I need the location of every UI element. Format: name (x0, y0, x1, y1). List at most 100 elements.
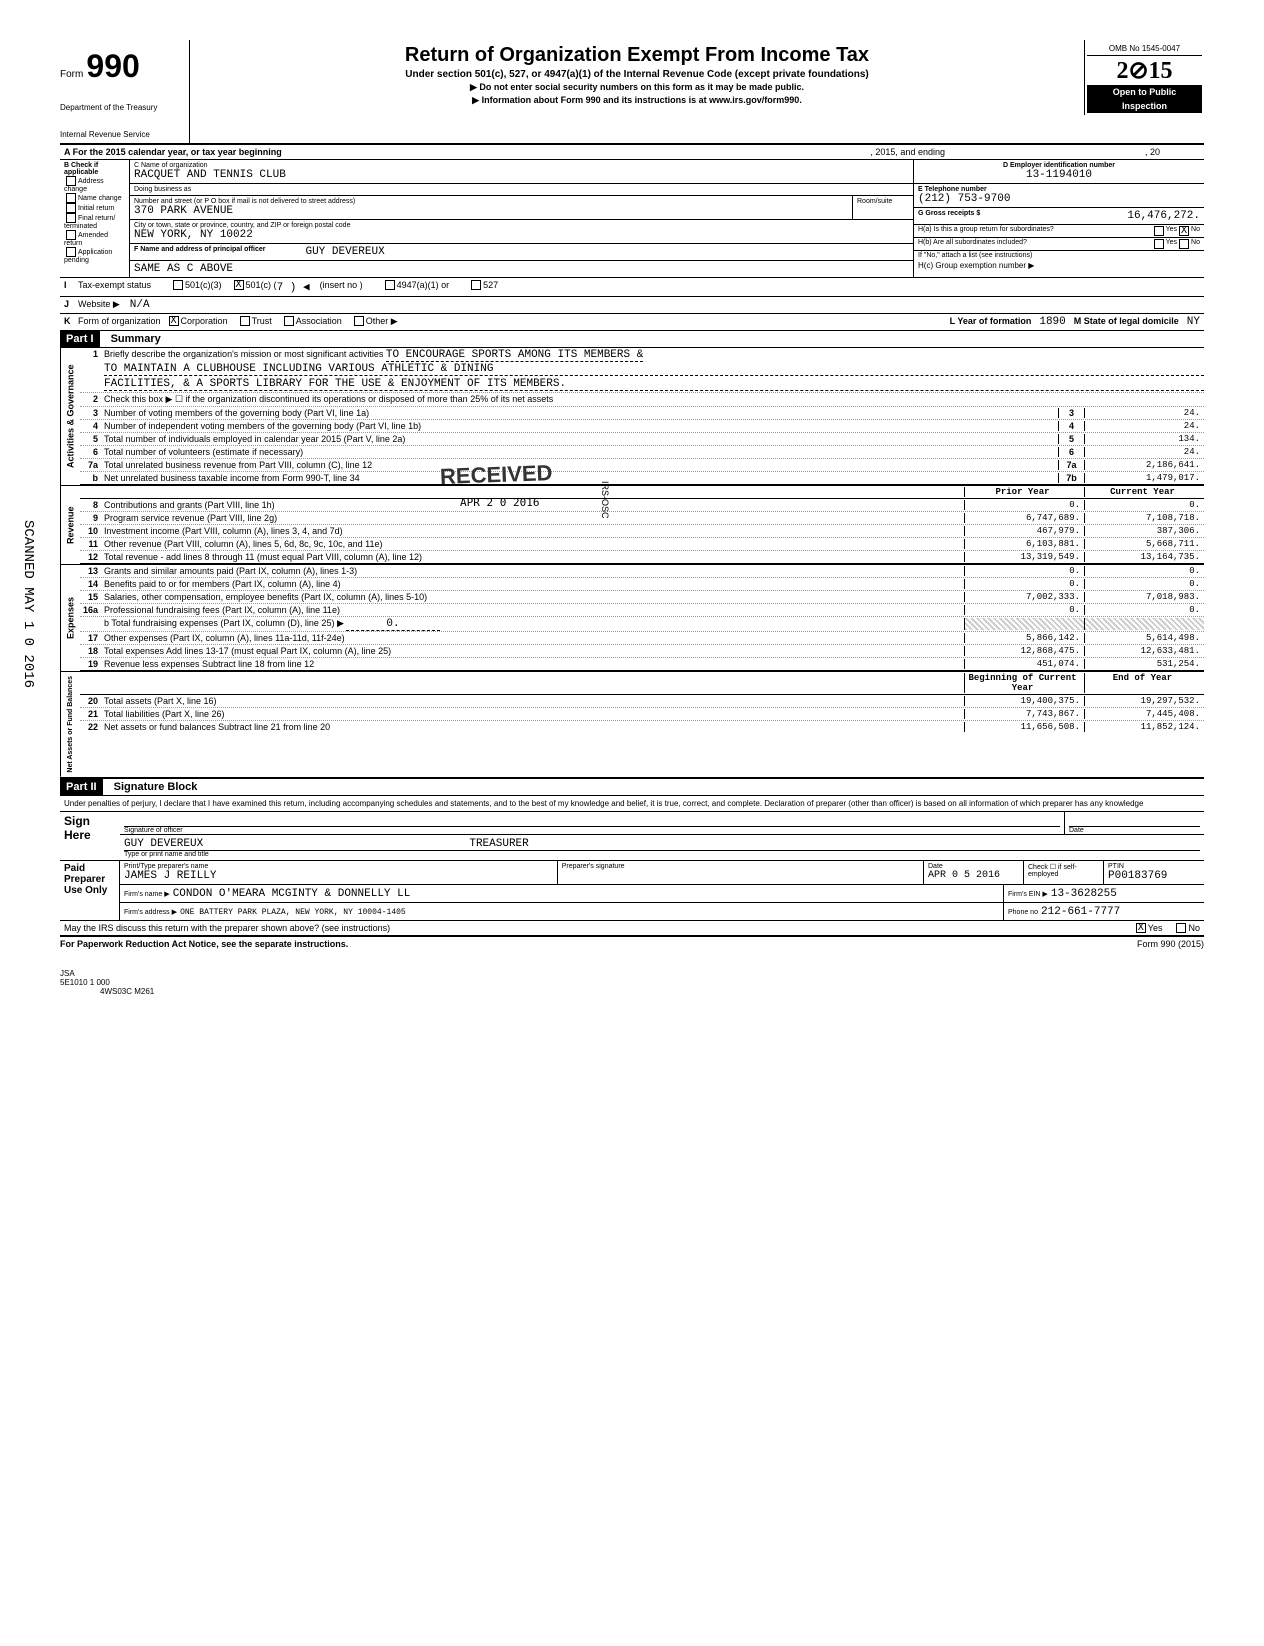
year-formation: 1890 (1039, 316, 1065, 328)
val-7a: 2,186,641. (1084, 460, 1204, 470)
state-domicile-label: M State of legal domicile (1074, 316, 1179, 328)
open-to-public: Open to Public (1087, 85, 1202, 99)
p18: 12,868,475. (964, 646, 1084, 656)
chk-initial[interactable]: Initial return (64, 203, 125, 213)
chk-address[interactable]: Address change (64, 176, 125, 193)
principal-officer: GUY DEVEREUX (305, 246, 384, 258)
chk-final[interactable]: Final return/ terminated (64, 213, 125, 230)
sign-here-label: Sign Here (60, 812, 120, 860)
shaded-16b-c (1084, 618, 1204, 630)
chk-4947[interactable] (385, 280, 395, 290)
vlabel-governance: Activities & Governance (60, 348, 80, 485)
ptin-label: PTIN (1108, 863, 1200, 870)
c18: 12,633,481. (1084, 646, 1204, 656)
firm-addr: ONE BATTERY PARK PLAZA, NEW YORK, NY 100… (180, 908, 406, 917)
chk-name[interactable]: Name change (64, 193, 125, 203)
state-domicile: NY (1187, 316, 1200, 328)
p14: 0. (964, 579, 1084, 589)
g-gross-label: G Gross receipts $ (918, 210, 980, 222)
discuss-yes[interactable] (1136, 923, 1146, 933)
discuss-no[interactable] (1176, 923, 1186, 933)
type-name-label: Type or print name and title (124, 850, 1200, 858)
row-k: K Form of organization Corporation Trust… (60, 314, 1204, 331)
dept-treasury: Department of the Treasury (60, 103, 177, 112)
city-state-zip: NEW YORK, NY 10022 (134, 229, 909, 241)
ha-label: H(a) Is this a group return for subordin… (918, 226, 1152, 236)
officer-title: TREASURER (469, 838, 528, 850)
line-5: Total number of individuals employed in … (104, 434, 1058, 444)
p22: 11,656,508. (964, 722, 1084, 732)
line-17: Other expenses (Part IX, column (A), lin… (104, 633, 964, 643)
subtitle: Under section 501(c), 527, or 4947(a)(1)… (198, 69, 1076, 80)
firm-addr-label: Firm's address ▶ (124, 909, 177, 916)
c-name-label: C Name of organization (134, 162, 909, 169)
h-note: If "No," attach a list (see instructions… (914, 251, 1204, 260)
form-header: Form 990 Department of the Treasury Inte… (60, 40, 1204, 145)
row-j: J Website ▶ N/A (60, 297, 1204, 314)
chk-trust[interactable] (240, 316, 250, 326)
paid-preparer-label: Paid Preparer Use Only (60, 861, 120, 920)
line-16a: Professional fundraising fees (Part IX, … (104, 605, 964, 615)
vlabel-net: Net Assets or Fund Balances (60, 672, 80, 777)
line-15: Salaries, other compensation, employee b… (104, 592, 964, 602)
d-ein-label: D Employer identification number (918, 162, 1200, 169)
hc-label: H(c) Group exemption number ▶ (914, 260, 1204, 271)
c15: 7,018,983. (1084, 592, 1204, 602)
p21: 7,743,867. (964, 709, 1084, 719)
chk-corp[interactable] (169, 316, 179, 326)
hb-no[interactable] (1179, 239, 1189, 249)
ha-no[interactable] (1179, 226, 1189, 236)
hb-yes[interactable] (1154, 239, 1164, 249)
val-4: 24. (1084, 421, 1204, 431)
header-block: B Check if applicable Address change Nam… (60, 160, 1204, 278)
part2-title: Signature Block (106, 781, 198, 793)
ha-yes[interactable] (1154, 226, 1164, 236)
chk-501c3[interactable] (173, 280, 183, 290)
p16a: 0. (964, 605, 1084, 615)
org-form-label: Form of organization (78, 316, 161, 328)
part1-title: Summary (103, 333, 161, 345)
paperwork-notice: For Paperwork Reduction Act Notice, see … (60, 939, 348, 949)
code1: 5E1010 1 000 (60, 978, 1204, 987)
main-title: Return of Organization Exempt From Incom… (198, 44, 1076, 67)
c8: 0. (1084, 500, 1204, 510)
firm-phone-label: Phone no (1008, 909, 1038, 916)
p11: 6,103,881. (964, 539, 1084, 549)
chk-assoc[interactable] (284, 316, 294, 326)
self-emp-label: Check ☐ if self-employed (1024, 861, 1104, 884)
part1-tag: Part I (60, 331, 100, 347)
c9: 7,108,718. (1084, 513, 1204, 523)
code2: 4WS03C M261 (100, 987, 1204, 996)
prep-date-label: Date (928, 863, 1019, 870)
phone-value: (212) 753-9700 (918, 193, 1200, 205)
gross-receipts: 16,476,272. (980, 210, 1200, 222)
row-i: I Tax-exempt status 501(c)(3) 501(c) ( 7… (60, 278, 1204, 297)
year-formation-label: L Year of formation (950, 316, 1032, 328)
p9: 6,747,689. (964, 513, 1084, 523)
prep-name-label: Print/Type preparer's name (124, 863, 553, 870)
p10: 467,979. (964, 526, 1084, 536)
chk-pending[interactable]: Application pending (64, 247, 125, 264)
form-number: 990 (86, 48, 139, 84)
chk-other[interactable] (354, 316, 364, 326)
c16a: 0. (1084, 605, 1204, 615)
p13: 0. (964, 566, 1084, 576)
val-3: 24. (1084, 408, 1204, 418)
irs-osc-stamp: IRS-OSC (600, 481, 610, 519)
chk-527[interactable] (471, 280, 481, 290)
omb-number: OMB No 1545-0047 (1087, 42, 1202, 56)
officer-address: SAME AS C ABOVE (134, 263, 233, 275)
chk-501c[interactable] (234, 280, 244, 290)
line-7b: Net unrelated business taxable income fr… (104, 473, 1058, 483)
officer-typed-name: GUY DEVEREUX (124, 838, 203, 850)
prep-date: APR 0 5 2016 (928, 870, 1019, 881)
chk-amended[interactable]: Amended return (64, 230, 125, 247)
org-name: RACQUET AND TENNIS CLUB (134, 169, 909, 181)
perjury-text: Under penalties of perjury, I declare th… (60, 796, 1204, 812)
line-9: Program service revenue (Part VIII, line… (104, 513, 964, 523)
line-3: Number of voting members of the governin… (104, 408, 1058, 418)
website-label: Website ▶ (78, 299, 120, 311)
line-12: Total revenue - add lines 8 through 11 (… (104, 552, 964, 562)
hdr-prior: Prior Year (964, 487, 1084, 497)
line-10: Investment income (Part VIII, column (A)… (104, 526, 964, 536)
